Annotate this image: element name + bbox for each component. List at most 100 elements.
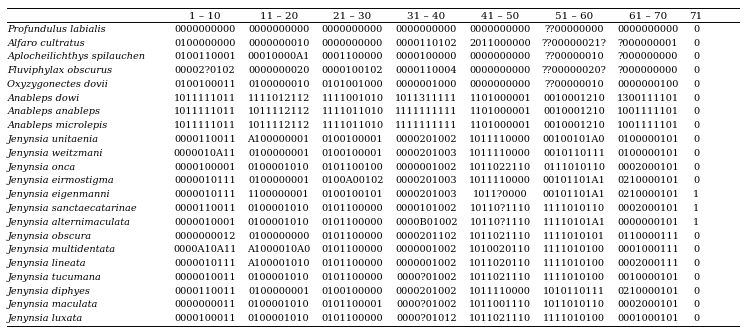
Text: 0000201003: 0000201003 — [395, 190, 457, 199]
Text: Profundulus labialis: Profundulus labialis — [7, 25, 106, 34]
Text: 0001100000: 0001100000 — [322, 52, 383, 61]
Text: 2011000000: 2011000000 — [469, 38, 531, 47]
Text: 1011021110: 1011021110 — [469, 314, 531, 323]
Text: 51 – 60: 51 – 60 — [555, 12, 593, 20]
Text: 0101100000: 0101100000 — [322, 273, 383, 282]
Text: 1: 1 — [693, 218, 699, 227]
Text: 1011110000: 1011110000 — [469, 287, 531, 296]
Text: ?000000000: ?000000000 — [618, 66, 678, 75]
Text: 00010000A1: 00010000A1 — [248, 52, 310, 61]
Text: 0000000000: 0000000000 — [469, 66, 531, 75]
Text: 0010110111: 0010110111 — [543, 149, 605, 158]
Text: 10110?1110: 10110?1110 — [470, 204, 530, 213]
Text: 0101100000: 0101100000 — [322, 314, 383, 323]
Text: 1111010100: 1111010100 — [543, 273, 605, 282]
Text: 0100A00102: 0100A00102 — [322, 176, 383, 185]
Text: 0: 0 — [693, 301, 699, 310]
Text: 0000000000: 0000000000 — [469, 25, 531, 34]
Text: 0000010A11: 0000010A11 — [174, 149, 236, 158]
Text: 0100001010: 0100001010 — [248, 314, 310, 323]
Text: 0000101002: 0000101002 — [395, 204, 457, 213]
Text: A1000010A0: A1000010A0 — [247, 245, 310, 254]
Text: 0000110102: 0000110102 — [395, 38, 457, 47]
Text: 0: 0 — [693, 52, 699, 61]
Text: 1111010100: 1111010100 — [543, 259, 605, 268]
Text: 1011111011: 1011111011 — [174, 94, 236, 103]
Text: 0100100101: 0100100101 — [322, 190, 383, 199]
Text: 0010001210: 0010001210 — [543, 121, 605, 130]
Text: 0100100000: 0100100000 — [322, 287, 383, 296]
Text: 0000001002: 0000001002 — [395, 245, 457, 254]
Text: 1300111101: 1300111101 — [617, 94, 679, 103]
Text: 0002000101: 0002000101 — [617, 163, 679, 172]
Text: Jenynsia diphyes: Jenynsia diphyes — [7, 287, 90, 296]
Text: 0: 0 — [693, 149, 699, 158]
Text: 0000000101: 0000000101 — [617, 218, 679, 227]
Text: 1011020110: 1011020110 — [469, 259, 531, 268]
Text: Fluviphylax obscurus: Fluviphylax obscurus — [7, 66, 113, 75]
Text: 1011?0000: 1011?0000 — [473, 190, 527, 199]
Text: 1: 1 — [693, 190, 699, 199]
Text: 41 – 50: 41 – 50 — [481, 12, 519, 20]
Text: 0000?01002: 0000?01002 — [396, 301, 457, 310]
Text: 0: 0 — [693, 176, 699, 185]
Text: Jenynsia multidentata: Jenynsia multidentata — [7, 245, 116, 254]
Text: Jenynsia lineata: Jenynsia lineata — [7, 259, 86, 268]
Text: 0000010011: 0000010011 — [174, 273, 236, 282]
Text: 0000001002: 0000001002 — [395, 163, 457, 172]
Text: 1011110000: 1011110000 — [469, 149, 531, 158]
Text: 0000000100: 0000000100 — [617, 80, 679, 89]
Text: 0100100001: 0100100001 — [322, 135, 383, 144]
Text: 0: 0 — [693, 80, 699, 89]
Text: 0000100102: 0000100102 — [322, 66, 383, 75]
Text: Jenynsia unitaenia: Jenynsia unitaenia — [7, 135, 98, 144]
Text: 0: 0 — [693, 121, 699, 130]
Text: 1011021110: 1011021110 — [469, 273, 531, 282]
Text: 0100000000: 0100000000 — [248, 231, 310, 240]
Text: 0101100000: 0101100000 — [322, 259, 383, 268]
Text: 0000010111: 0000010111 — [174, 190, 236, 199]
Text: 0: 0 — [693, 287, 699, 296]
Text: 1111111111: 1111111111 — [395, 108, 457, 117]
Text: 0100100001: 0100100001 — [322, 149, 383, 158]
Text: 0100000101: 0100000101 — [617, 149, 679, 158]
Text: 0: 0 — [693, 314, 699, 323]
Text: 1011111011: 1011111011 — [174, 108, 236, 117]
Text: 00101101A1: 00101101A1 — [542, 176, 606, 185]
Text: Jenynsia luxata: Jenynsia luxata — [7, 314, 83, 323]
Text: 0100001010: 0100001010 — [248, 163, 310, 172]
Text: Jenynsia maculata: Jenynsia maculata — [7, 301, 98, 310]
Text: Aplocheilichthys spilauchen: Aplocheilichthys spilauchen — [7, 52, 145, 61]
Text: 0000000000: 0000000000 — [469, 80, 531, 89]
Text: 0100000001: 0100000001 — [248, 176, 310, 185]
Text: 0100000010: 0100000010 — [248, 80, 310, 89]
Text: Jenynsia eirmostigma: Jenynsia eirmostigma — [7, 176, 114, 185]
Text: 0000110011: 0000110011 — [174, 135, 236, 144]
Text: 0000100011: 0000100011 — [174, 314, 236, 323]
Text: 0000110004: 0000110004 — [395, 66, 457, 75]
Text: 0210000101: 0210000101 — [617, 190, 679, 199]
Text: 0100000001: 0100000001 — [248, 287, 310, 296]
Text: 0111010110: 0111010110 — [543, 163, 605, 172]
Text: ?000000000: ?000000000 — [618, 52, 678, 61]
Text: 0000201003: 0000201003 — [395, 176, 457, 185]
Text: 0000000000: 0000000000 — [322, 25, 383, 34]
Text: 1101000001: 1101000001 — [469, 121, 531, 130]
Text: 0000B01002: 0000B01002 — [395, 218, 457, 227]
Text: 1101000001: 1101000001 — [469, 108, 531, 117]
Text: 1111011010: 1111011010 — [322, 121, 383, 130]
Text: 0000010111: 0000010111 — [174, 259, 236, 268]
Text: 1001111101: 1001111101 — [617, 121, 679, 130]
Text: 00101101A1: 00101101A1 — [542, 190, 606, 199]
Text: 0000010001: 0000010001 — [174, 218, 236, 227]
Text: ?000000001: ?000000001 — [618, 38, 678, 47]
Text: 00002?0102: 00002?0102 — [175, 66, 235, 75]
Text: 0: 0 — [693, 135, 699, 144]
Text: Anableps microlepis: Anableps microlepis — [7, 121, 107, 130]
Text: 1011010110: 1011010110 — [543, 301, 605, 310]
Text: 1011001110: 1011001110 — [469, 301, 531, 310]
Text: 0000000000: 0000000000 — [617, 25, 679, 34]
Text: 0: 0 — [693, 25, 699, 34]
Text: 0000201102: 0000201102 — [395, 231, 457, 240]
Text: 1011021110: 1011021110 — [469, 231, 531, 240]
